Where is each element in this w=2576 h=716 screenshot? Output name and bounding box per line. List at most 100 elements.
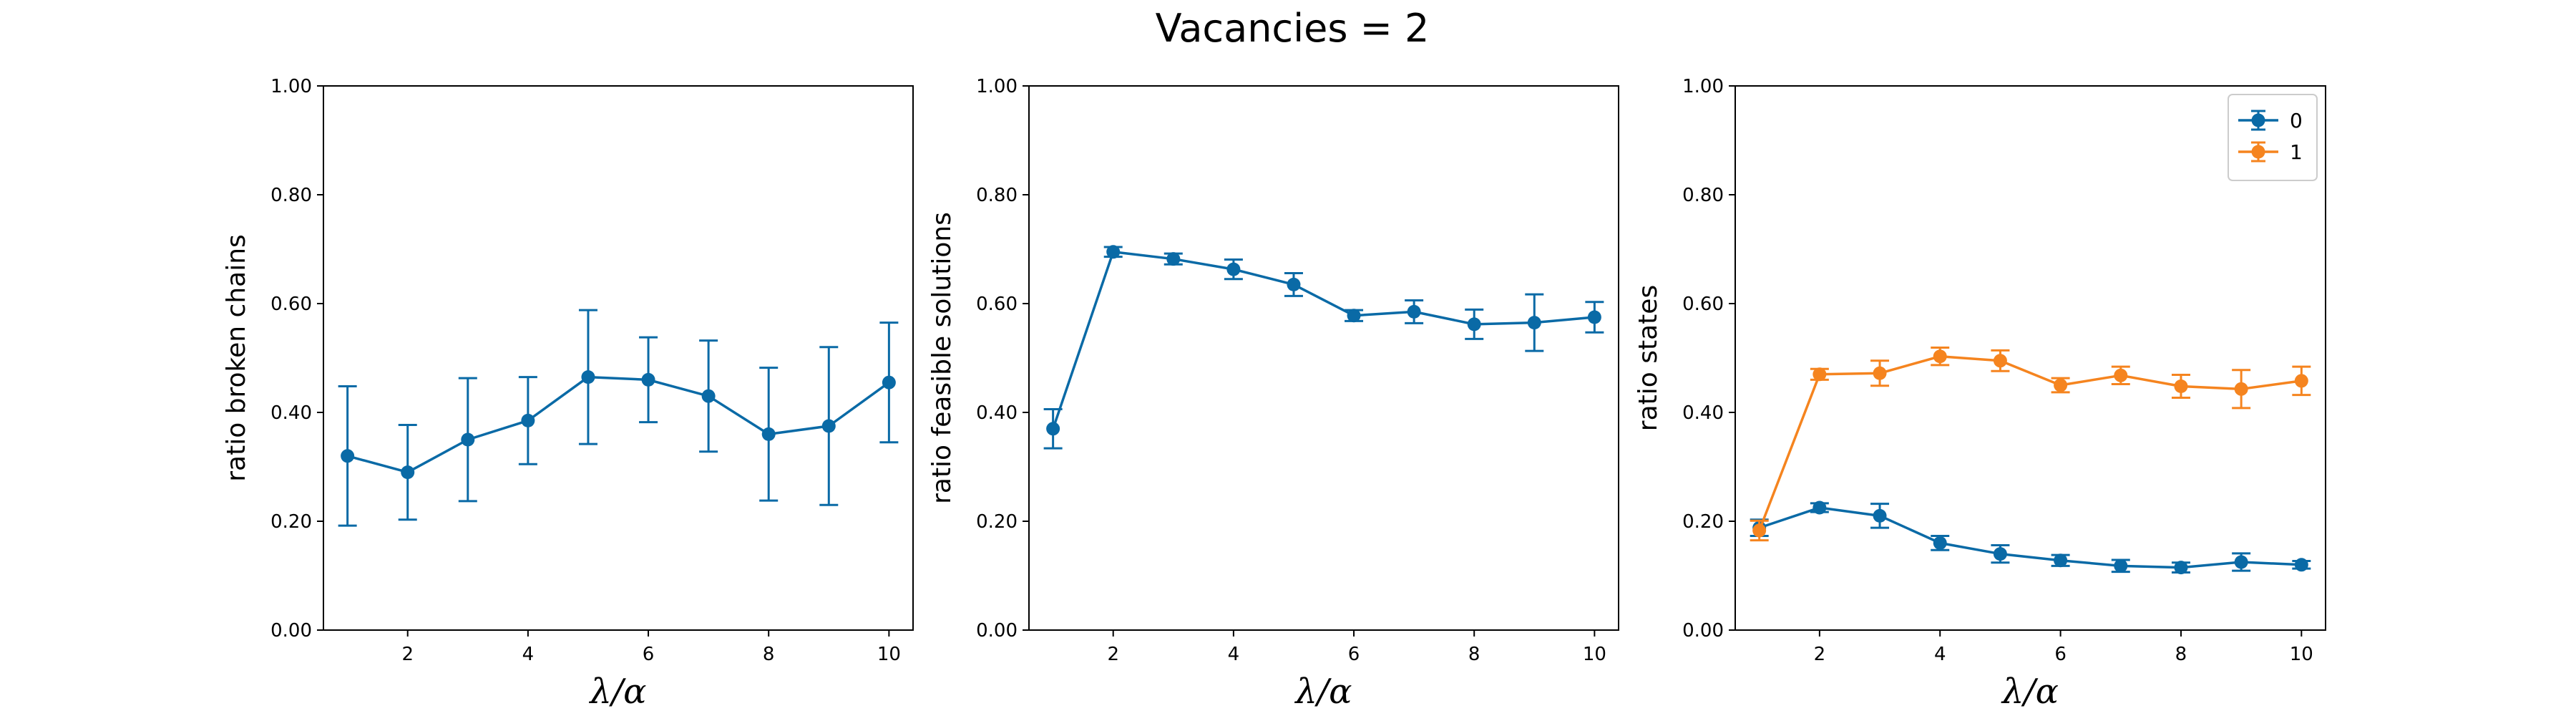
- series-0: [1750, 500, 2311, 575]
- data-point: [761, 427, 776, 441]
- axes-frame: [1028, 85, 1619, 631]
- axes-frame: [323, 85, 914, 631]
- data-point: [461, 432, 475, 447]
- y-tick-label: 0.60: [270, 294, 312, 315]
- y-tick-label: 0.60: [1682, 294, 1724, 315]
- axes-frame: [1735, 85, 2326, 631]
- x-tick-label: 6: [1348, 644, 1360, 665]
- data-point: [2114, 368, 2128, 382]
- y-tick-label: 0.40: [270, 402, 312, 424]
- data-point: [581, 370, 595, 384]
- data-point: [1226, 262, 1241, 276]
- series-line: [1051, 251, 1595, 430]
- data-point: [1046, 422, 1060, 436]
- data-point: [2234, 382, 2248, 396]
- y-tick-label: 1.00: [1682, 76, 1724, 97]
- legend-marker: [2251, 145, 2265, 159]
- x-tick-label: 8: [1468, 644, 1480, 665]
- y-axis-title: ratio feasible solutions: [927, 212, 957, 504]
- data-point: [1933, 536, 1947, 550]
- y-tick-label: 0.40: [1682, 402, 1724, 424]
- x-tick-label: 10: [2290, 644, 2313, 665]
- x-tick-label: 8: [763, 644, 775, 665]
- data-point: [1993, 547, 2007, 561]
- data-point: [701, 389, 716, 403]
- x-tick-label: 8: [2175, 644, 2187, 665]
- y-tick-label: 0.80: [270, 185, 312, 206]
- data-point: [2174, 561, 2188, 575]
- series-line: [1758, 354, 2302, 531]
- data-point: [1347, 309, 1361, 323]
- y-tick-label: 0.20: [976, 511, 1018, 533]
- x-tick-label: 2: [401, 644, 414, 665]
- data-point: [401, 465, 415, 480]
- series-1: [1750, 347, 2311, 542]
- data-point: [1813, 367, 1827, 382]
- data-point: [521, 413, 535, 427]
- x-tick-label: 2: [1814, 644, 1826, 665]
- x-tick-label: 2: [1107, 644, 1119, 665]
- data-point: [2234, 555, 2248, 569]
- y-axis-title: ratio broken chains: [222, 234, 251, 482]
- y-tick-label: 0.40: [976, 402, 1018, 424]
- data-point: [1813, 500, 1827, 515]
- data-point: [1873, 508, 1887, 523]
- y-tick-label: 0.00: [1682, 620, 1724, 642]
- x-tick-label: 6: [2054, 644, 2067, 665]
- data-point: [1873, 366, 1887, 380]
- data-point: [2294, 374, 2308, 388]
- data-point: [2294, 558, 2308, 572]
- data-point: [1287, 277, 1301, 291]
- data-point: [2054, 378, 2068, 392]
- y-tick-label: 0.00: [270, 620, 312, 642]
- x-axis-title: λ/α: [588, 672, 646, 712]
- x-axis-title: λ/α: [2001, 672, 2059, 712]
- series-line: [1759, 506, 2302, 569]
- x-axis-title: λ/α: [1294, 672, 1352, 712]
- data-point: [1587, 310, 1601, 324]
- data-point: [2174, 379, 2188, 394]
- series-line: [347, 375, 890, 474]
- legend-box: [2228, 94, 2318, 181]
- legend-label: 0: [2290, 109, 2303, 132]
- data-point: [341, 449, 355, 463]
- data-point: [1166, 252, 1181, 266]
- data-point: [882, 375, 896, 390]
- y-tick-label: 0.60: [976, 294, 1018, 315]
- x-tick-label: 4: [1934, 644, 1946, 665]
- subplot-2: 0.00 0.20 0.40 0.60 0.80 1.00 2 4 6 8 10 ratio feas…: [927, 76, 1619, 712]
- y-tick-label: 0.00: [976, 620, 1018, 642]
- subplot-1: 0.00 0.20 0.40 0.60 0.80 1.00 2 4 6 8 10 ratio brok…: [222, 76, 914, 712]
- figure-title: Vacancies = 2: [1156, 6, 1430, 51]
- data-point: [1527, 316, 1541, 330]
- y-tick-label: 0.20: [1682, 511, 1724, 533]
- legend-label: 1: [2290, 140, 2303, 164]
- data-point: [1933, 349, 1947, 364]
- y-tick-label: 1.00: [270, 76, 312, 97]
- x-tick-label: 4: [522, 644, 535, 665]
- legend-marker: [2251, 113, 2265, 127]
- y-tick-label: 1.00: [976, 76, 1018, 97]
- y-axis-title: ratio states: [1634, 285, 1663, 431]
- data-point: [1993, 354, 2007, 368]
- data-point: [1467, 317, 1481, 332]
- x-tick-label: 6: [643, 644, 655, 665]
- y-tick-label: 0.80: [976, 185, 1018, 206]
- series-0: [1043, 245, 1604, 450]
- x-tick-label: 4: [1228, 644, 1240, 665]
- x-tick-label: 10: [877, 644, 901, 665]
- data-point: [821, 419, 836, 433]
- data-point: [641, 372, 655, 387]
- legend: 01: [2228, 94, 2318, 181]
- data-point: [1752, 523, 1767, 538]
- data-point: [1106, 245, 1121, 259]
- data-point: [1407, 304, 1421, 319]
- y-tick-label: 0.80: [1682, 185, 1724, 206]
- data-point: [2114, 558, 2128, 573]
- data-point: [2054, 553, 2068, 568]
- y-tick-label: 0.20: [270, 511, 312, 533]
- series-0: [338, 309, 899, 527]
